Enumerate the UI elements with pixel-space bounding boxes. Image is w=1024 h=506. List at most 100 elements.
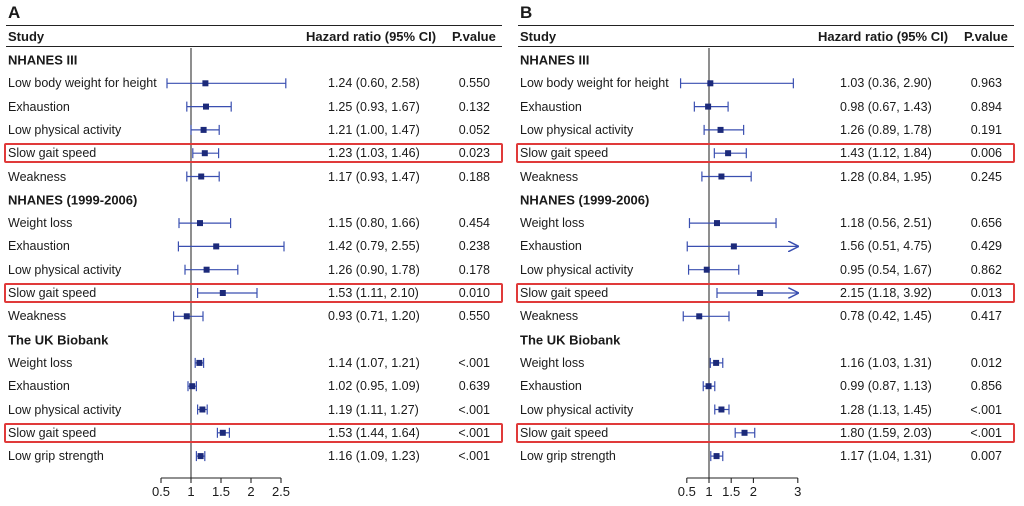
hazard-ratio-column-header: Hazard ratio (95% CI) bbox=[818, 29, 949, 44]
hazard-ratio-text: 1.21 (1.00, 1.47) bbox=[328, 122, 420, 137]
point-estimate bbox=[705, 103, 712, 110]
row-label: Slow gait speed bbox=[8, 286, 97, 300]
highlight-box bbox=[4, 143, 503, 164]
hazard-ratio-text: 1.26 (0.89, 1.78) bbox=[840, 122, 932, 137]
row-label: Low physical activity bbox=[8, 262, 122, 277]
study-column-header: Study bbox=[520, 29, 557, 44]
p-value-text: 0.052 bbox=[458, 122, 490, 137]
p-value-text: 0.550 bbox=[458, 309, 490, 324]
row-label: Slow gait speed bbox=[8, 146, 97, 161]
row-label: Low physical activity bbox=[520, 122, 634, 137]
point-estimate bbox=[741, 429, 748, 436]
p-value-text: 0.023 bbox=[458, 146, 490, 161]
hazard-ratio-text: 2.15 (1.18, 3.92) bbox=[840, 286, 932, 300]
hazard-ratio-text: 0.99 (0.87, 1.13) bbox=[840, 379, 932, 394]
p-value-text: 0.178 bbox=[458, 262, 490, 277]
hazard-ratio-text: 1.28 (1.13, 1.45) bbox=[840, 402, 932, 417]
p-value-text: 0.639 bbox=[458, 379, 490, 394]
row-label: Slow gait speed bbox=[520, 146, 609, 161]
p-value-text: <.001 bbox=[458, 449, 490, 464]
point-estimate bbox=[705, 383, 712, 390]
p-value-text: 0.013 bbox=[970, 286, 1002, 300]
forest-plot-svg: 0.5 1 1.5 2 3 bbox=[678, 48, 801, 499]
x-tick-label: 2 bbox=[247, 484, 254, 499]
hazard-ratio-text: 1.24 (0.60, 2.58) bbox=[328, 76, 420, 91]
x-tick-label: 2 bbox=[750, 484, 757, 499]
highlight-box bbox=[4, 422, 503, 443]
row-label: Exhaustion bbox=[520, 239, 582, 254]
point-estimate bbox=[713, 453, 720, 460]
hazard-ratio-text: 1.53 (1.11, 2.10) bbox=[328, 286, 419, 300]
point-estimate bbox=[196, 359, 203, 366]
row-label: Low body weight for height bbox=[8, 76, 157, 91]
point-estimate bbox=[219, 429, 226, 436]
p-value-text: 0.010 bbox=[458, 286, 490, 300]
point-estimate bbox=[718, 406, 725, 413]
p-value-text: 0.188 bbox=[458, 169, 490, 184]
point-estimate bbox=[189, 383, 196, 390]
point-estimate bbox=[201, 150, 208, 157]
p-value-text: <.001 bbox=[458, 355, 490, 370]
highlight-box bbox=[516, 283, 1015, 303]
row-label: Weakness bbox=[520, 169, 579, 184]
row-label: Weight loss bbox=[520, 355, 585, 370]
point-estimate bbox=[203, 103, 209, 110]
p-value-text: 0.238 bbox=[458, 239, 490, 254]
x-tick-label: 1.5 bbox=[722, 484, 740, 499]
hazard-ratio-text: 1.42 (0.79, 2.55) bbox=[328, 239, 420, 254]
hazard-ratio-text: 1.02 (0.95, 1.09) bbox=[328, 379, 420, 394]
p-value-text: 0.963 bbox=[970, 76, 1002, 91]
point-estimate bbox=[198, 173, 205, 180]
point-estimate bbox=[713, 220, 720, 227]
hazard-ratio-text: 1.14 (1.07, 1.21) bbox=[328, 355, 420, 370]
x-tick-label: 0.5 bbox=[678, 484, 696, 499]
row-label: Exhaustion bbox=[520, 99, 582, 114]
header-top-rule bbox=[6, 25, 502, 26]
p-value-text: 0.862 bbox=[970, 262, 1002, 277]
panel-letter: A bbox=[8, 3, 21, 22]
p-value-text: 0.007 bbox=[970, 449, 1002, 464]
row-label: Weakness bbox=[520, 309, 579, 324]
highlight-box bbox=[516, 143, 1015, 164]
hazard-ratio-text: 1.26 (0.90, 1.78) bbox=[328, 262, 420, 277]
highlight-box bbox=[4, 283, 503, 303]
point-estimate bbox=[199, 406, 206, 413]
point-estimate bbox=[718, 173, 725, 180]
x-tick-label: 2.5 bbox=[272, 484, 290, 499]
row-label: Exhaustion bbox=[520, 379, 582, 394]
row-label: Weakness bbox=[8, 169, 67, 184]
hazard-ratio-text: 0.78 (0.42, 1.45) bbox=[840, 309, 932, 324]
row-label: Low physical activity bbox=[520, 262, 634, 277]
p-value-text: <.001 bbox=[970, 425, 1002, 440]
p-value-text: <.001 bbox=[970, 402, 1002, 417]
study-column-header: Study bbox=[8, 29, 45, 44]
point-estimate bbox=[757, 290, 764, 296]
p-value-text: 0.656 bbox=[970, 216, 1002, 231]
hazard-ratio-text: 0.95 (0.54, 1.67) bbox=[840, 262, 932, 277]
group-heading: NHANES III bbox=[8, 52, 78, 68]
hazard-ratio-text: 1.23 (1.03, 1.46) bbox=[328, 146, 420, 161]
p-value-text: 0.132 bbox=[458, 99, 490, 114]
p-value-column-header: P.value bbox=[452, 29, 496, 44]
hazard-ratio-text: 0.93 (0.71, 1.20) bbox=[328, 309, 420, 324]
x-tick-label: 3 bbox=[794, 484, 801, 499]
point-estimate bbox=[713, 359, 720, 366]
x-tick-label: 0.5 bbox=[152, 484, 170, 499]
p-value-text: 0.245 bbox=[970, 169, 1002, 184]
point-estimate bbox=[707, 80, 714, 87]
hazard-ratio-text: 1.15 (0.80, 1.66) bbox=[328, 216, 420, 231]
forest-plot-svg: 0.5 1 1.5 2 2.5 bbox=[152, 48, 290, 499]
p-value-text: <.001 bbox=[458, 402, 490, 417]
row-label: Low grip strength bbox=[520, 449, 616, 464]
hazard-ratio-text: 1.16 (1.09, 1.23) bbox=[328, 449, 420, 464]
row-label: Weight loss bbox=[8, 216, 73, 231]
hazard-ratio-text: 1.28 (0.84, 1.95) bbox=[840, 169, 932, 184]
group-heading: NHANES (1999-2006) bbox=[8, 192, 138, 208]
p-value-text: 0.454 bbox=[458, 216, 490, 231]
hazard-ratio-text: 0.98 (0.67, 1.43) bbox=[840, 99, 932, 114]
row-label: Slow gait speed bbox=[8, 425, 97, 440]
p-value-text: 0.894 bbox=[970, 99, 1002, 114]
p-value-text: 0.429 bbox=[970, 239, 1002, 254]
hazard-ratio-text: 1.19 (1.11, 1.27) bbox=[328, 402, 419, 417]
hazard-ratio-text: 1.17 (1.04, 1.31) bbox=[840, 449, 932, 464]
